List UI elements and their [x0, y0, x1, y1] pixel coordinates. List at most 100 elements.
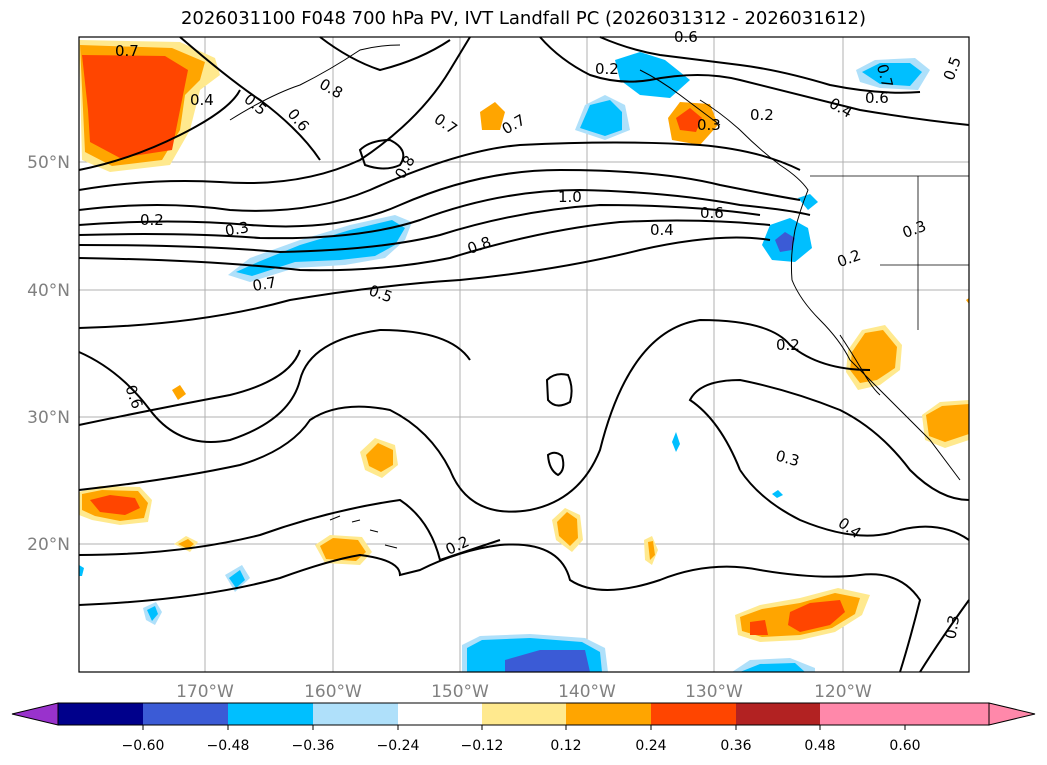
contour-3 [78, 168, 801, 228]
colorbar-tick-label: −0.36 [292, 738, 335, 754]
anomaly-negative-southeast-inner [740, 663, 805, 672]
contour-label: 0.3 [941, 614, 963, 641]
colorbar-tick-label: −0.60 [122, 738, 165, 754]
anomaly-negative-northeast [615, 52, 690, 98]
colorbar-under-arrow [11, 702, 59, 726]
map-background [79, 37, 969, 672]
colorbar-tick-label: 0.12 [550, 738, 581, 754]
longitude-axis: 170°W 160°W 150°W 140°W 130°W 120°W [176, 682, 872, 702]
pv-contours [78, 36, 970, 673]
colorbar-tick-label: −0.48 [207, 738, 250, 754]
contour-7 [78, 236, 771, 329]
colorbar-segment [482, 703, 566, 725]
contour-label: 0.2 [140, 211, 164, 229]
lon-label-150w: 150°W [431, 682, 489, 702]
baja-peninsula [839, 334, 881, 396]
colorbar-segment [651, 703, 736, 725]
anomaly-positive-small-4-inner [178, 539, 194, 549]
contour-16 [358, 138, 405, 170]
colorbar-tick-label: 0.48 [804, 738, 835, 754]
map-frame [78, 36, 970, 673]
colorbar-segment [398, 703, 482, 725]
anomaly-positive-east-inner [926, 404, 969, 442]
contour-label: 1.0 [558, 188, 582, 206]
anomaly-positive-south-core-2 [788, 600, 845, 632]
contour-20 [599, 36, 921, 94]
contour-14 [739, 469, 970, 541]
colorbar-segment [313, 703, 398, 725]
anomaly-positive-northeast-core [676, 108, 702, 132]
colorbar-over-arrow [988, 702, 1036, 726]
lat-label-40n: 40°N [27, 281, 70, 301]
colorbar-segment [736, 703, 820, 725]
contour-label: 0.4 [190, 91, 214, 109]
lon-label-140w: 140°W [558, 682, 616, 702]
lat-label-30n: 30°N [27, 408, 70, 428]
lon-label-160w: 160°W [304, 682, 362, 702]
anomaly-negative-small-3-inner [147, 606, 158, 621]
coastlines [229, 44, 969, 549]
contour-label: 0.2 [595, 60, 619, 78]
contour-label: 0.7 [873, 62, 897, 90]
contour-9 [78, 349, 301, 426]
contour-13 [688, 378, 970, 501]
lon-label-120w: 120°W [814, 682, 872, 702]
anomaly-positive-south-core [750, 620, 768, 635]
contour-label: 0.7 [251, 273, 278, 295]
anomaly-negative-coast-core [775, 232, 795, 252]
contour-label: 0.7 [115, 42, 139, 60]
contour-1 [78, 36, 471, 191]
colorbar-segment [228, 703, 313, 725]
anomaly-negative-small-6 [79, 565, 84, 576]
lon-label-130w: 130°W [685, 682, 743, 702]
contour-17 [545, 373, 573, 407]
anomaly-positive-northwest-core [82, 55, 188, 158]
colorbar-tick-label: 0.24 [635, 738, 666, 754]
anomaly-negative-small-1 [798, 194, 818, 210]
contour-label: 0.3 [697, 116, 721, 134]
colorbar-segment [58, 703, 143, 725]
contour-18 [546, 451, 565, 477]
contour-label: 0.2 [750, 106, 774, 124]
anomaly-positive-east-edge [966, 298, 969, 304]
anomaly-negative-small-4 [672, 432, 680, 452]
map-title: 2026031100 F048 700 hPa PV, IVT Landfall… [180, 8, 867, 29]
anomaly-positive-small-1 [172, 385, 186, 400]
contour-4 [78, 188, 811, 240]
anomaly-positive-1 [480, 102, 505, 130]
colorbar-segment [905, 703, 989, 725]
lat-label-50n: 50°N [27, 153, 70, 173]
contour-19 [539, 36, 970, 126]
contour-label: 0.6 [865, 89, 889, 107]
anomaly-positive-west-core [90, 495, 140, 515]
colorbar-segment [566, 703, 651, 725]
anomaly-negative-top-right-inner [862, 63, 922, 86]
graticule [79, 37, 969, 672]
colorbar-tick-label: 0.36 [720, 738, 751, 754]
contour-label: 0.3 [774, 447, 802, 471]
colorbar-outline [57, 702, 990, 726]
contour-label: 0.4 [650, 221, 674, 239]
anomaly-negative-north-inner [580, 100, 622, 136]
anomaly-negative-band-inner [236, 220, 405, 276]
anomaly-positive-small-6-inner [648, 541, 655, 560]
colorbar-segment [143, 703, 228, 725]
contour-5 [78, 203, 761, 254]
anomaly-negative-south-core [505, 650, 590, 672]
contour-22 [179, 36, 321, 161]
contour-label: 0.2 [776, 336, 800, 354]
contour-6 [78, 219, 771, 272]
contour-10 [78, 318, 871, 513]
north-america-coast [699, 99, 961, 481]
colorbar: −0.60 −0.48 −0.36 −0.24 −0.12 0.12 0.24 … [11, 702, 1036, 754]
anomaly-positive-small-2-inner [366, 443, 393, 472]
colorbar-segment [820, 703, 905, 725]
colorbar-ticks [142, 725, 906, 730]
contour-21 [319, 36, 451, 72]
anomaly-negative-small-2-inner [229, 570, 245, 588]
contour-23 [78, 89, 241, 171]
colorbar-tick-label: −0.24 [377, 738, 420, 754]
contour-15 [919, 599, 970, 673]
alaska-panhandle [639, 69, 721, 126]
contour-2 [78, 141, 801, 212]
